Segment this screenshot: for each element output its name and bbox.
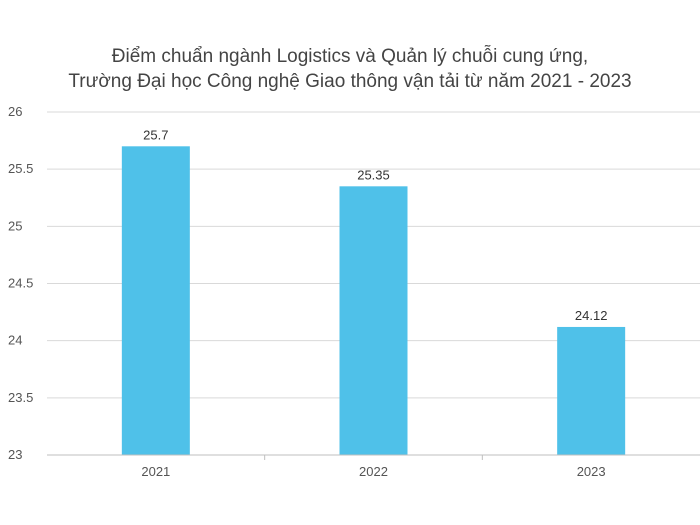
bar-2022 [339,186,408,456]
y-tick-label: 25 [8,218,22,233]
data-labels: 25.7 25.35 24.12 [143,127,607,323]
y-tick-label: 23 [8,447,22,462]
y-tick-label: 23.5 [8,390,33,405]
data-label-2022: 25.35 [357,167,390,182]
x-tick-label-2021: 2021 [141,464,170,479]
chart-title: Điểm chuẩn ngành Logistics và Quản lý ch… [0,44,700,94]
bars [121,146,626,456]
x-tick-label-2023: 2023 [577,464,606,479]
x-tick-label-2022: 2022 [359,464,388,479]
chart-title-line-1: Điểm chuẩn ngành Logistics và Quản lý ch… [111,46,589,67]
y-tick-label: 24 [8,333,22,348]
y-tick-label: 24.5 [8,276,33,291]
bar-2021 [121,146,190,456]
data-label-2021: 25.7 [143,127,168,142]
axes: 23 23.5 24 24.5 25 25.5 26 2021 2022 2023 [8,104,700,479]
data-label-2023: 24.12 [575,308,608,323]
y-tick-label: 25.5 [8,161,33,176]
bar-2023 [557,326,626,455]
y-tick-label: 26 [8,104,22,119]
chart-title-line-2: Trường Đại học Công nghệ Giao thông vận … [68,71,632,92]
